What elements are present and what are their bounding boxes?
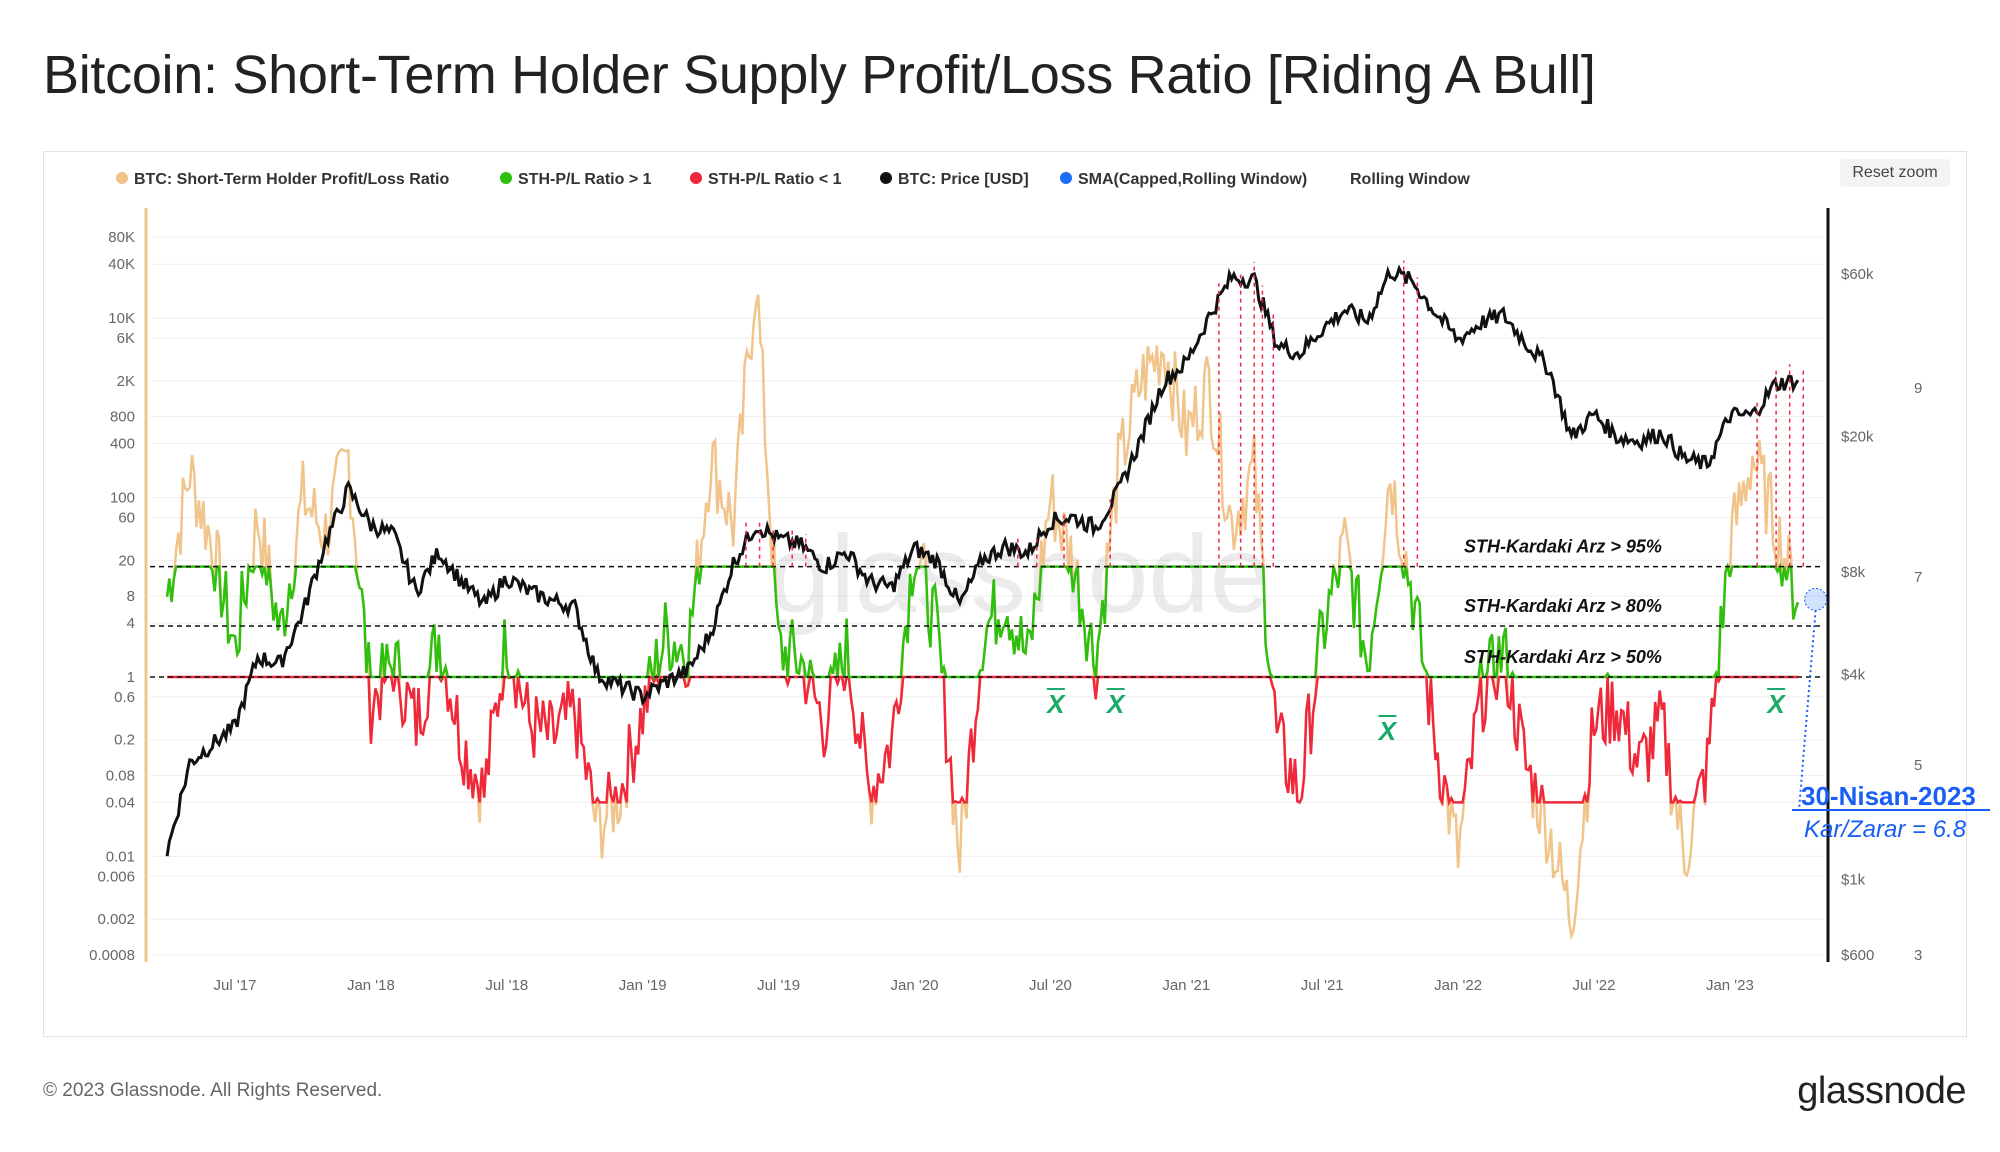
threshold-label: STH-Kardaki Arz > 80% (1464, 596, 1662, 616)
y-tick-label: 0.08 (106, 767, 135, 784)
xbar-marker: X (1105, 689, 1126, 719)
legend: BTC: Short-Term Holder Profit/Loss Ratio… (116, 171, 1470, 188)
x-tick-label: Jan '23 (1706, 977, 1754, 994)
x-tick-label: Jul '19 (757, 977, 800, 994)
x-tick-label: Jan '20 (891, 977, 939, 994)
extra-tick-label: 9 (1914, 380, 1922, 397)
callout-circle (1804, 587, 1828, 611)
legend-item-2[interactable]: STH-P/L Ratio < 1 (708, 171, 842, 188)
y-tick-label: 0.01 (106, 848, 135, 865)
y-tick-label: 0.002 (97, 911, 135, 928)
extra-tick-label: 3 (1914, 947, 1922, 964)
price-line (165, 264, 1800, 857)
chart-frame (43, 151, 1967, 1037)
legend-marker-4 (1060, 172, 1072, 184)
y-tick-label: 0.0008 (89, 947, 135, 964)
y-tick-label: 60 (118, 509, 135, 526)
legend-marker-1 (500, 172, 512, 184)
y-tick-label: 100 (110, 490, 135, 507)
page-title: Bitcoin: Short-Term Holder Supply Profit… (43, 45, 1596, 105)
price-tick-label: $1k (1841, 871, 1866, 888)
x-tick-label: Jan '18 (347, 977, 395, 994)
callout-date: 30-Nisan-2023 (1801, 781, 1976, 811)
y-tick-label: 8 (127, 588, 135, 605)
price-tick-label: $4k (1841, 667, 1866, 684)
y-tick-label: 4 (127, 615, 135, 632)
y-tick-label: 20 (118, 552, 135, 569)
y-tick-label: 0.6 (114, 689, 135, 706)
y-tick-label: 1 (127, 669, 135, 686)
threshold-label: STH-Kardaki Arz > 95% (1464, 537, 1662, 557)
y-tick-label: 6K (117, 330, 135, 347)
y-tick-label: 0.2 (114, 732, 135, 749)
xbar-marker: X (1765, 689, 1786, 719)
y-tick-label: 0.006 (97, 868, 135, 885)
xbar-marker: X (1045, 689, 1066, 719)
x-tick-label: Jul '18 (485, 977, 528, 994)
annotations: STH-Kardaki Arz > 95% STH-Kardaki Arz > 8… (150, 260, 1990, 843)
extra-tick-label: 5 (1914, 757, 1922, 774)
reset-zoom-button[interactable]: Reset zoom (1840, 159, 1950, 187)
extra-tick-label: 7 (1914, 569, 1922, 586)
axes: 80K 40K 10K 6K 2K 800 400 100 60 20 8 4 1 0.6 0.2 0.08 0… (89, 229, 1922, 994)
callout-value: Kar/Zarar = 6.8 (1804, 816, 1967, 843)
y-tick-label: 80K (108, 229, 135, 246)
x-tick-label: Jul '17 (214, 977, 257, 994)
price-tick-label: $600 (1841, 947, 1874, 964)
price-tick-label: $8k (1841, 564, 1866, 581)
watermark: glassnode (769, 513, 1271, 636)
x-tick-label: Jul '22 (1573, 977, 1616, 994)
x-tick-label: Jan '19 (619, 977, 667, 994)
glassnode-logo[interactable]: glassnode (1797, 1070, 1966, 1112)
x-tick-label: Jan '22 (1434, 977, 1482, 994)
y-tick-label: 40K (108, 256, 135, 273)
x-tick-label: Jul '20 (1029, 977, 1072, 994)
y-tick-label: 800 (110, 409, 135, 426)
y-tick-label: 10K (108, 310, 135, 327)
y-tick-label: 400 (110, 436, 135, 453)
legend-item-3[interactable]: BTC: Price [USD] (898, 171, 1029, 188)
legend-item-0[interactable]: BTC: Short-Term Holder Profit/Loss Ratio (134, 171, 449, 188)
legend-item-5[interactable]: Rolling Window (1350, 171, 1470, 188)
copyright: © 2023 Glassnode. All Rights Reserved. (43, 1080, 383, 1101)
y-tick-label: 2K (117, 373, 135, 390)
x-tick-label: Jul '21 (1301, 977, 1344, 994)
x-tick-label: Jan '21 (1162, 977, 1210, 994)
callout-leader (1798, 610, 1817, 811)
legend-item-4[interactable]: SMA(Capped,Rolling Window) (1078, 171, 1307, 188)
threshold-label: STH-Kardaki Arz > 50% (1464, 647, 1662, 667)
ratio-above-1-line (165, 561, 1800, 682)
legend-marker-2 (690, 172, 702, 184)
legend-item-1[interactable]: STH-P/L Ratio > 1 (518, 171, 652, 188)
y-tick-label: 0.04 (106, 794, 135, 811)
legend-marker-0 (116, 172, 128, 184)
legend-marker-3 (880, 172, 892, 184)
xbar-marker: X (1377, 716, 1398, 746)
price-tick-label: $20k (1841, 429, 1874, 446)
price-tick-label: $60k (1841, 266, 1874, 283)
